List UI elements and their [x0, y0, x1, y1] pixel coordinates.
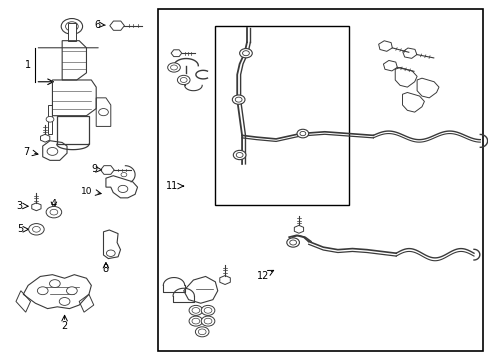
Circle shape: [189, 305, 202, 315]
Circle shape: [286, 238, 299, 247]
Circle shape: [32, 226, 40, 232]
Circle shape: [180, 77, 187, 82]
Circle shape: [99, 109, 108, 116]
Text: 2: 2: [61, 321, 67, 332]
Text: 9: 9: [91, 164, 98, 174]
Text: 8: 8: [102, 264, 109, 274]
Circle shape: [59, 297, 70, 305]
Circle shape: [118, 185, 127, 193]
Circle shape: [296, 129, 308, 138]
Circle shape: [239, 49, 252, 58]
Circle shape: [37, 287, 48, 295]
Bar: [158, 9, 482, 351]
Circle shape: [121, 172, 126, 177]
Circle shape: [203, 307, 211, 313]
Text: 4: 4: [51, 199, 57, 209]
Circle shape: [235, 97, 242, 102]
Circle shape: [189, 316, 202, 326]
Circle shape: [65, 22, 78, 31]
Circle shape: [192, 307, 200, 313]
Circle shape: [232, 95, 244, 104]
Circle shape: [47, 148, 58, 156]
Circle shape: [49, 280, 60, 288]
Circle shape: [106, 250, 115, 256]
Circle shape: [177, 75, 190, 85]
Circle shape: [167, 63, 180, 72]
Circle shape: [236, 153, 243, 157]
Circle shape: [61, 18, 82, 34]
Text: 5: 5: [17, 224, 23, 234]
Circle shape: [289, 240, 296, 245]
Circle shape: [201, 316, 214, 326]
Text: 10: 10: [81, 187, 92, 196]
Bar: [68, 23, 76, 41]
Circle shape: [170, 65, 177, 70]
Circle shape: [299, 131, 305, 136]
Circle shape: [46, 206, 61, 218]
Circle shape: [233, 150, 245, 159]
Circle shape: [29, 224, 44, 235]
Circle shape: [195, 327, 208, 337]
Circle shape: [46, 116, 54, 122]
Text: 12: 12: [256, 271, 268, 281]
Circle shape: [192, 318, 200, 324]
Circle shape: [203, 318, 211, 324]
Circle shape: [201, 305, 214, 315]
Text: 6: 6: [94, 19, 101, 30]
Text: 3: 3: [17, 201, 23, 211]
Bar: [215, 26, 348, 205]
Text: 1: 1: [25, 60, 31, 70]
Text: 11: 11: [166, 181, 178, 191]
Circle shape: [66, 287, 77, 295]
Circle shape: [242, 51, 249, 56]
Circle shape: [50, 209, 58, 215]
Circle shape: [198, 329, 205, 335]
Text: 7: 7: [23, 147, 30, 157]
